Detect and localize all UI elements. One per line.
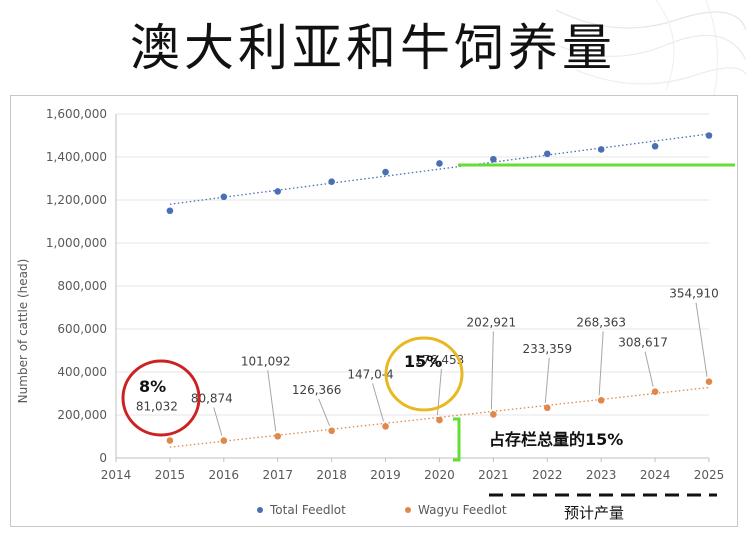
point-total-2015	[166, 207, 174, 215]
chart: 0 200,000 400,000 600,000 800,000 1,000,000 1,…	[16, 107, 735, 522]
trendlines	[169, 133, 710, 448]
slide-title: 澳大利亚和牛饲养量	[130, 19, 616, 77]
y-tick-label: 1,200,000	[46, 193, 107, 207]
leader-line	[695, 302, 708, 377]
yellow-circle-text: 15%	[404, 352, 442, 371]
green-bracket	[453, 417, 461, 462]
leader-line	[267, 370, 277, 432]
leader-line	[644, 351, 654, 387]
point-wagyu-2015	[166, 437, 174, 444]
y-tick-label: 1,000,000	[46, 236, 107, 250]
leader-line	[490, 331, 494, 410]
y-axis-label: Number of cattle (head)	[16, 259, 30, 404]
leader-line	[372, 383, 385, 422]
point-total-2022	[543, 150, 551, 158]
x-tick-label: 2022	[532, 468, 563, 482]
point-wagyu-2019	[382, 423, 389, 430]
x-tick-label: 2015	[155, 468, 186, 482]
point-wagyu-2016	[220, 437, 228, 444]
point-total-2017	[274, 188, 282, 195]
trendline-total	[169, 133, 710, 205]
gridlines	[116, 113, 709, 459]
x-tick-label: 2024	[640, 468, 671, 482]
leader-line	[318, 398, 331, 427]
point-wagyu-2021	[490, 411, 497, 418]
data-label-wagyu-2020: 176,453	[415, 353, 465, 367]
data-label-wagyu-2024: 308,617	[618, 336, 668, 350]
point-wagyu-2022	[543, 404, 551, 412]
point-total-2025	[705, 132, 713, 139]
data-label-wagyu-2017: 101,092	[241, 354, 291, 368]
point-total-2019	[382, 168, 389, 176]
point-wagyu-2023	[597, 397, 605, 404]
y-tick-label: 0	[99, 451, 107, 465]
y-tick-labels: 0 200,000 400,000 600,000 800,000 1,000,000 1,…	[46, 107, 107, 465]
data-label-wagyu-2019: 147,0-4	[347, 367, 393, 381]
point-total-2021	[490, 155, 497, 163]
x-tick-label: 2017	[262, 468, 293, 482]
data-label-wagyu-2022: 233,359	[522, 342, 572, 356]
y-tick-label: 800,000	[57, 279, 107, 293]
point-total-2016	[220, 193, 228, 201]
y-tick-label: 600,000	[57, 322, 107, 336]
point-total-2024	[651, 142, 659, 150]
point-wagyu-2025	[705, 378, 713, 385]
data-points	[166, 132, 713, 444]
point-wagyu-2020	[436, 416, 443, 424]
legend-label-total: Total Feedlot	[269, 503, 346, 517]
x-tick-label: 2018	[316, 468, 347, 482]
point-wagyu-2024	[651, 388, 659, 395]
data-label-wagyu-2015: 81,032	[136, 400, 178, 414]
bracket-text: 占存栏总量的15%	[489, 430, 623, 449]
point-total-2020	[436, 160, 443, 167]
x-tick-label: 2016	[209, 468, 240, 482]
leader-line	[598, 331, 604, 396]
point-total-2018	[328, 178, 335, 186]
x-tick-label: 2023	[586, 468, 617, 482]
chart-frame: 0 200,000 400,000 600,000 800,000 1,000,000 1,…	[10, 95, 738, 527]
yellow-circle-annotation	[384, 336, 464, 412]
leader-line	[544, 357, 550, 403]
axes	[115, 114, 710, 462]
y-tick-label: 1,400,000	[46, 150, 107, 164]
x-tick-label: 2025	[694, 468, 725, 482]
data-label-wagyu-2021: 202,921	[467, 315, 517, 329]
legend-marker-wagyu	[405, 507, 411, 513]
x-tick-labels: 2014 2015 2016 2017 2018 2019 2020 2021 2022 2023…	[101, 468, 725, 482]
y-tick-label: 400,000	[57, 365, 107, 379]
x-tick-label: 2020	[424, 468, 455, 482]
point-total-2023	[597, 146, 605, 153]
point-wagyu-2018	[328, 427, 335, 435]
y-tick-label: 200,000	[57, 408, 107, 422]
data-label-wagyu-2023: 268,363	[576, 315, 626, 329]
leader-line	[213, 407, 223, 436]
legend-marker-total	[257, 507, 263, 513]
label-leader-lines	[213, 302, 708, 436]
data-label-wagyu-2016: 80,874	[191, 392, 233, 406]
legend: Total Feedlot Wagyu Feedlot	[257, 503, 507, 517]
red-circle-annotation	[121, 359, 201, 437]
forecast-text: 预计产量	[564, 504, 624, 522]
data-label-wagyu-2018: 126,366	[292, 383, 342, 397]
data-label-wagyu-2025: 354,910	[669, 287, 719, 301]
point-wagyu-2017	[274, 432, 282, 440]
x-tick-label: 2021	[478, 468, 509, 482]
red-circle-text: 8%	[139, 377, 166, 396]
data-labels: 81,032 80,874 101,092 126,366 147,0-4 176,453…	[136, 287, 719, 414]
y-tick-label: 1,600,000	[46, 107, 107, 121]
legend-label-wagyu: Wagyu Feedlot	[418, 503, 507, 517]
x-tick-label: 2014	[101, 468, 132, 482]
x-tick-label: 2019	[370, 468, 401, 482]
